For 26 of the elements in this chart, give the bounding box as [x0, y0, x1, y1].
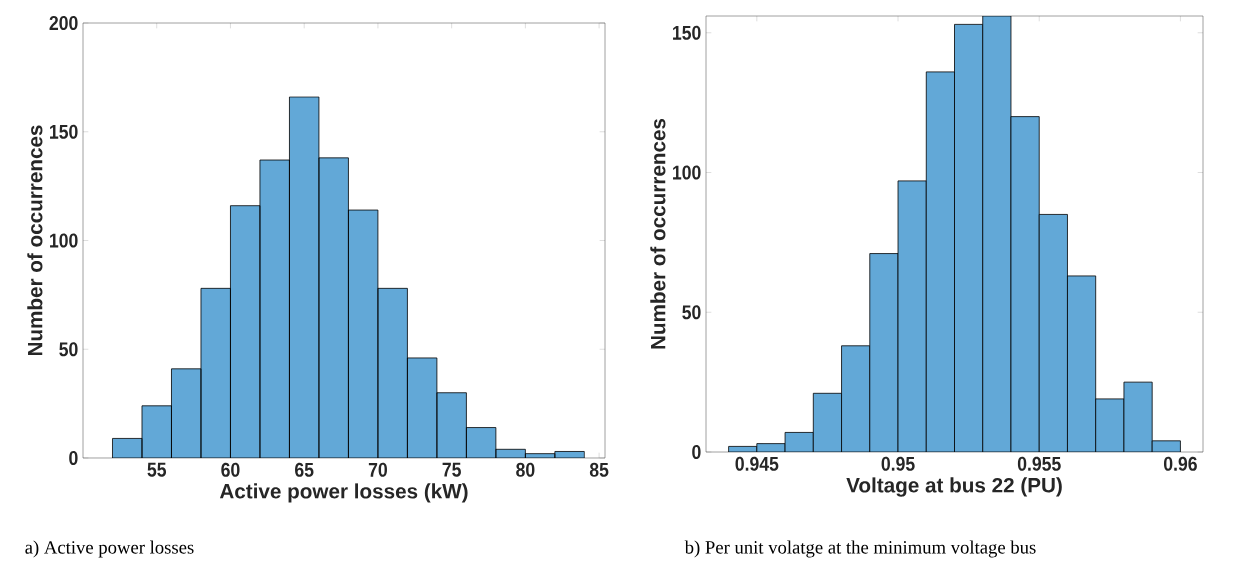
x-tick-label: 55 — [147, 462, 167, 477]
x-tick-label: 75 — [442, 462, 461, 477]
x-tick-label: 0.945 — [735, 456, 779, 471]
y-tick-label: 50 — [682, 305, 701, 320]
y-tick-label: 50 — [59, 342, 78, 357]
y-tick-label: 200 — [49, 15, 78, 31]
x-tick-label: 80 — [516, 462, 535, 477]
x-tick-label: 0.955 — [1017, 456, 1061, 471]
x-tick-label: 60 — [221, 462, 240, 477]
x-tick-label: 85 — [589, 462, 609, 477]
text: a) Active power losses — [25, 540, 194, 558]
x-axis-title: Active power losses (kW) — [219, 483, 468, 503]
x-tick-label: 65 — [295, 462, 314, 477]
y-tick-label: 0 — [69, 450, 78, 466]
x-axis-title: Voltage at bus 22 (PU) — [846, 477, 1062, 497]
y-tick-label: 150 — [673, 25, 701, 40]
y-tick-label: 150 — [50, 124, 78, 139]
y-tick-label: 100 — [50, 233, 78, 248]
text: b) Per unit volatge at the minimum voltage bus — [684, 540, 1036, 558]
y-tick-label: 100 — [673, 165, 701, 180]
y-tick-label: 0 — [692, 444, 701, 460]
x-tick-label: 70 — [368, 462, 387, 477]
x-tick-label: 0.95 — [881, 456, 915, 471]
y-axis-title: Number of occurrences — [27, 125, 43, 356]
y-axis-title: Number of occurrences — [650, 118, 666, 349]
x-tick-label: 0.96 — [1163, 456, 1197, 471]
